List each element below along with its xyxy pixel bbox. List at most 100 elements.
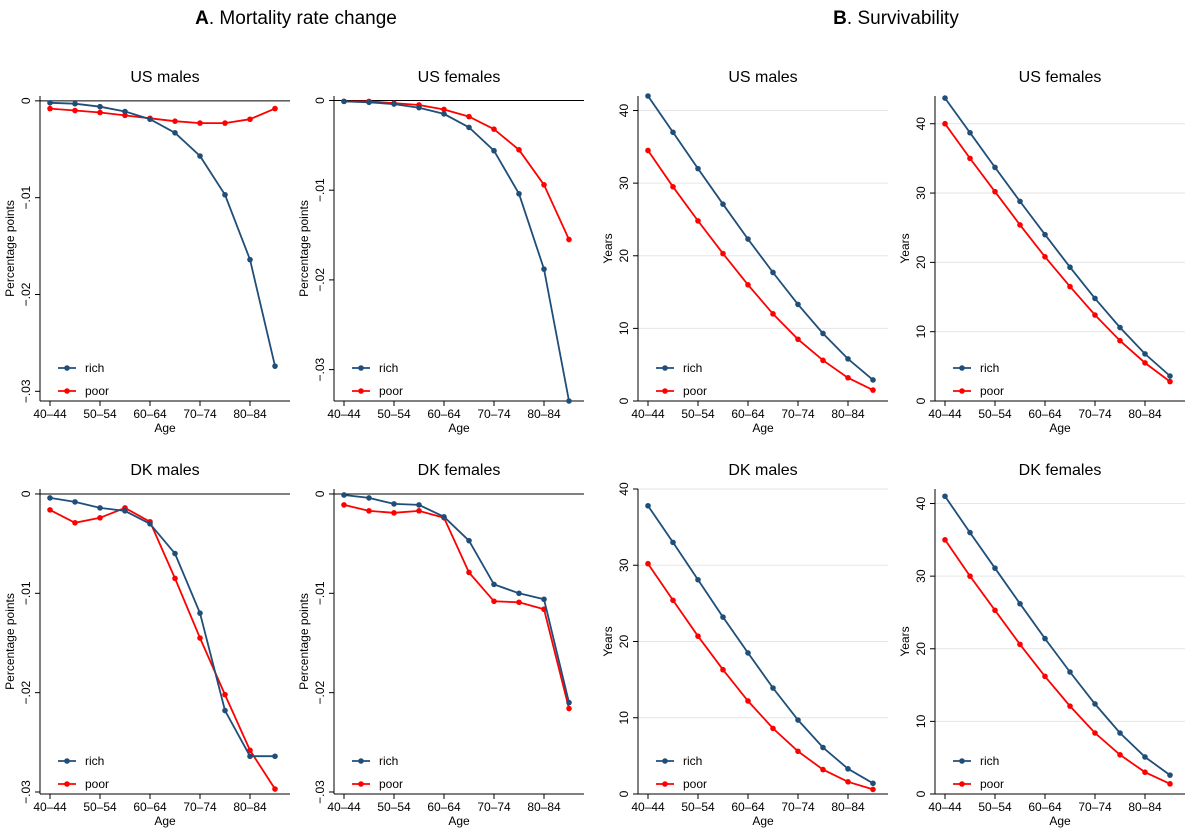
data-point-poor (1167, 781, 1173, 787)
data-point-rich (441, 514, 447, 520)
data-point-poor (645, 147, 651, 154)
data-point-rich (845, 356, 851, 362)
data-point-poor (222, 691, 228, 698)
legend-label: rich (379, 754, 398, 768)
data-point-poor (1067, 283, 1073, 290)
data-point-rich (97, 505, 103, 511)
y-tick-label: 40 (914, 117, 928, 131)
x-tick-label: 50–54 (377, 800, 411, 814)
series-rich (645, 502, 876, 787)
data-point-poor (820, 357, 826, 364)
series-line-poor (343, 504, 570, 709)
data-point-poor (172, 575, 178, 582)
y-tick-label: 0 (313, 97, 327, 104)
legend-item-rich: rich (352, 754, 398, 768)
series-line-poor (944, 123, 1171, 383)
data-point-rich (72, 499, 78, 505)
data-point-rich (1042, 231, 1048, 238)
legend-label: poor (85, 384, 109, 398)
legend-swatch-marker (959, 365, 965, 371)
data-point-poor (720, 666, 726, 673)
x-tick-label: 60–64 (133, 800, 167, 814)
data-point-poor (845, 779, 851, 785)
series-line-poor (647, 563, 874, 791)
data-point-rich (870, 377, 876, 383)
legend-item-rich: rich (352, 361, 398, 375)
series-line-rich (944, 97, 1171, 377)
data-point-poor (122, 112, 128, 119)
series-rich (47, 495, 278, 760)
data-point-rich (695, 576, 701, 583)
data-point-poor (870, 786, 876, 793)
x-tick-label: 40–44 (327, 407, 361, 421)
data-point-rich (1067, 669, 1073, 675)
data-point-poor (695, 633, 701, 639)
data-point-rich (391, 101, 397, 107)
y-tick-label: −.03 (19, 780, 33, 804)
data-point-poor (720, 250, 726, 257)
data-point-poor (341, 502, 347, 508)
x-tick-label: 50–54 (978, 800, 1012, 814)
legend-swatch-marker (662, 758, 668, 764)
y-tick-label: 20 (914, 642, 928, 656)
data-point-rich (516, 590, 522, 597)
x-tick-label: 60–64 (731, 407, 765, 421)
data-point-rich (645, 502, 651, 509)
legend-label: rich (85, 361, 104, 375)
data-point-rich (942, 95, 948, 101)
legend-item-poor: poor (953, 384, 1004, 398)
data-point-rich (1167, 373, 1173, 379)
x-tick-label: 70–74 (183, 407, 217, 421)
legend-label: poor (683, 384, 707, 398)
x-tick-label: 60–64 (133, 407, 167, 421)
data-point-rich (147, 520, 153, 527)
legend-item-rich: rich (656, 754, 702, 768)
data-point-poor (745, 698, 751, 704)
data-point-poor (1092, 730, 1098, 736)
data-point-poor (172, 118, 178, 124)
data-point-poor (845, 374, 851, 381)
data-point-rich (516, 190, 522, 197)
legend-swatch-marker (358, 781, 364, 787)
x-axis-label: Age (448, 421, 470, 435)
legend-swatch-marker (358, 365, 364, 371)
y-axis-label: Percentage points (3, 200, 17, 297)
data-point-poor (1092, 312, 1098, 318)
data-point-poor (97, 109, 103, 116)
data-point-rich (366, 495, 372, 501)
y-tick-label: 30 (914, 186, 928, 200)
data-point-poor (1117, 751, 1123, 758)
data-point-rich (541, 266, 547, 272)
legend-item-poor: poor (352, 777, 403, 791)
legend-item-poor: poor (953, 777, 1004, 791)
data-point-poor (541, 182, 547, 188)
x-tick-label: 80–84 (831, 800, 865, 814)
y-tick-label: −.03 (313, 780, 327, 804)
data-point-poor (466, 569, 472, 576)
y-axis-label: Years (601, 233, 615, 263)
legend-swatch-marker (959, 781, 965, 787)
x-tick-label: 80–84 (233, 800, 267, 814)
data-point-rich (1092, 701, 1098, 707)
x-tick-label: 80–84 (1128, 407, 1162, 421)
chart-title: US females (1019, 69, 1102, 86)
data-point-rich (1067, 264, 1073, 271)
x-tick-label: 70–74 (183, 800, 217, 814)
data-point-rich (441, 111, 447, 117)
x-tick-label: 80–84 (831, 407, 865, 421)
data-point-poor (795, 336, 801, 343)
data-point-rich (967, 529, 973, 536)
data-point-poor (247, 116, 253, 123)
legend-item-rich: rich (656, 361, 702, 375)
y-tick-label: 30 (617, 176, 631, 190)
data-point-poor (197, 120, 203, 126)
chart-title: US females (418, 69, 501, 86)
series-poor (942, 537, 1173, 787)
x-tick-label: 70–74 (477, 407, 511, 421)
data-point-poor (47, 507, 53, 513)
legend-label: poor (683, 777, 707, 791)
x-tick-label: 60–64 (1028, 800, 1062, 814)
y-tick-label: 0 (617, 790, 631, 797)
legend-swatch-marker (662, 781, 668, 787)
y-tick-label: 10 (914, 714, 928, 728)
